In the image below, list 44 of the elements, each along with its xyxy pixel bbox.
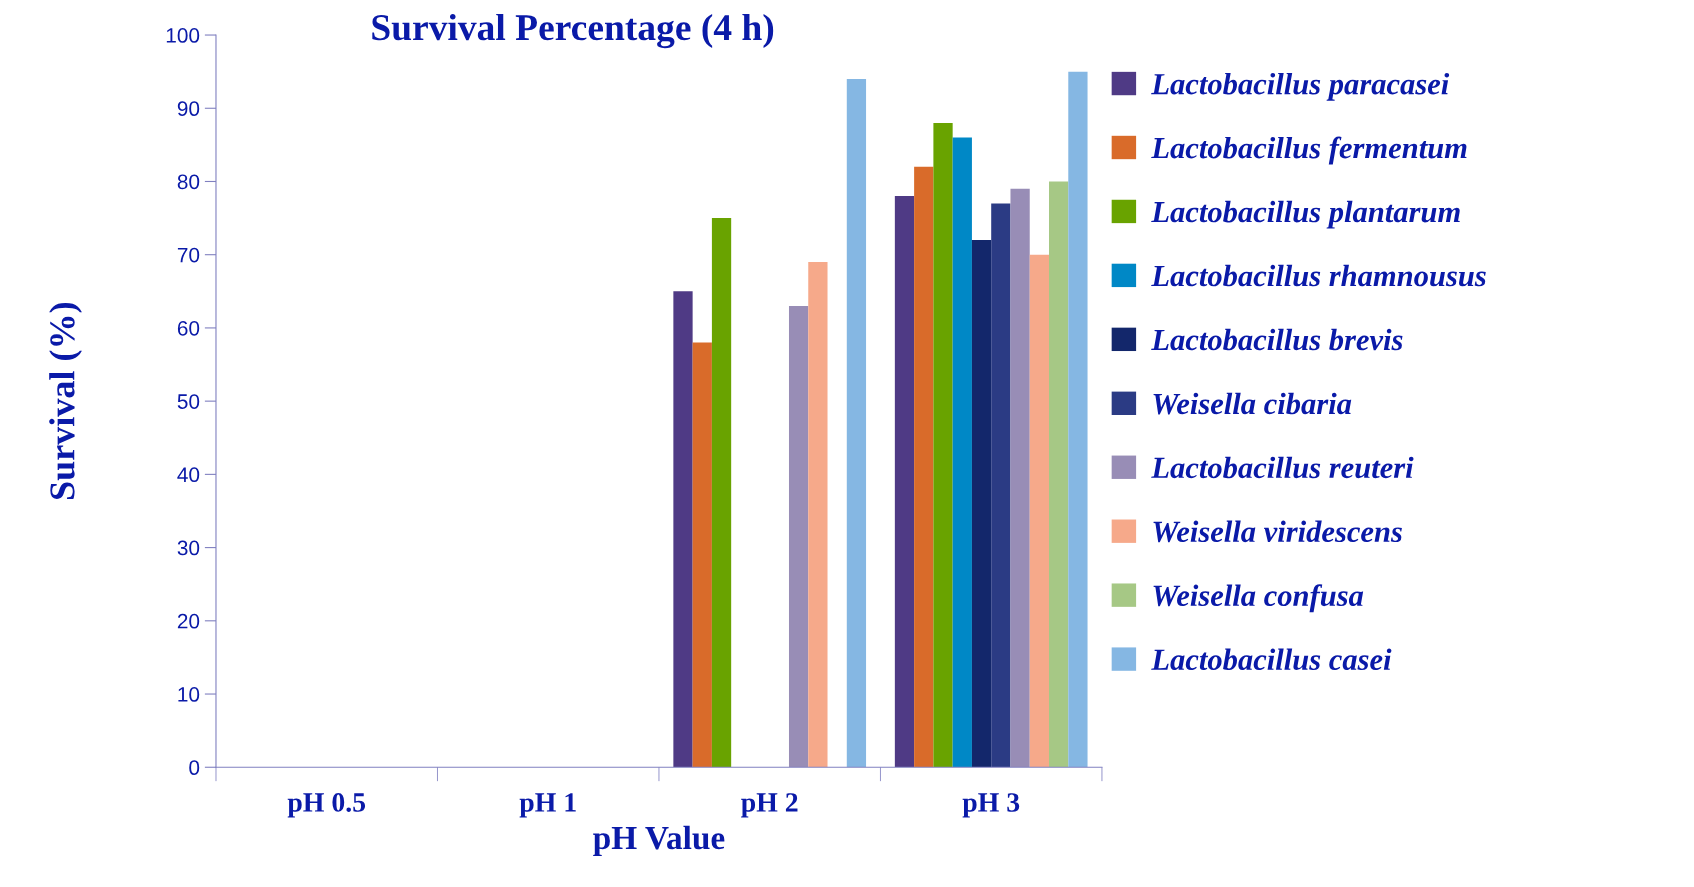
y-tick-label: 70 (177, 247, 200, 263)
legend-label: Lactobacillus paracasei (1151, 72, 1450, 101)
bar (788, 305, 809, 768)
bar (991, 203, 1011, 768)
y-tick-label: 10 (178, 687, 200, 702)
legend-label: Lactobacillus reuteri (1151, 456, 1414, 479)
x-tick-label: pH 1 (519, 793, 576, 818)
bar (952, 137, 972, 768)
legend-label: Lactobacillus plantarum (1151, 200, 1460, 229)
legend-label: Weisella confusa (1153, 584, 1364, 613)
bar (971, 240, 992, 768)
y-tick-label: 100 (166, 28, 200, 43)
y-tick-label: 60 (177, 320, 200, 336)
legend-label: Lactobacillus rhamnousus (1151, 264, 1486, 287)
bar (933, 122, 953, 768)
bar (1029, 254, 1050, 768)
y-tick-label: 50 (177, 394, 200, 409)
bar (673, 291, 693, 768)
chart-title: Survival Percentage (4 h) (372, 13, 774, 49)
x-axis-title: pH Value (593, 825, 725, 857)
bar (808, 262, 828, 768)
y-axis-title: Survival (%) (49, 302, 82, 500)
bar (692, 342, 712, 768)
bar (1049, 181, 1069, 768)
bar (894, 196, 915, 768)
y-tick-label: 40 (177, 467, 200, 483)
y-tick-label: 0 (189, 760, 200, 776)
legend-label: Lactobacillus brevis (1151, 328, 1403, 351)
y-tick-label: 80 (177, 174, 200, 190)
y-tick-label: 90 (177, 101, 200, 117)
legend-label: Weisella cibaria (1153, 392, 1352, 415)
bar (1010, 188, 1030, 768)
legend-label: Weisella viridescens (1153, 520, 1402, 543)
legend-label: Lactobacillus casei (1151, 648, 1392, 671)
x-tick-label: pH 2 (741, 793, 798, 818)
bar (711, 218, 732, 768)
legend-label: Lactobacillus fermentum (1151, 136, 1467, 165)
y-tick-label: 20 (177, 613, 200, 629)
y-tick-label: 30 (177, 540, 200, 556)
x-tick-label: pH 3 (962, 793, 1020, 818)
x-tick-label: pH 0.5 (287, 793, 366, 818)
bar (914, 166, 934, 768)
bar (1068, 71, 1088, 768)
bar (846, 78, 867, 768)
